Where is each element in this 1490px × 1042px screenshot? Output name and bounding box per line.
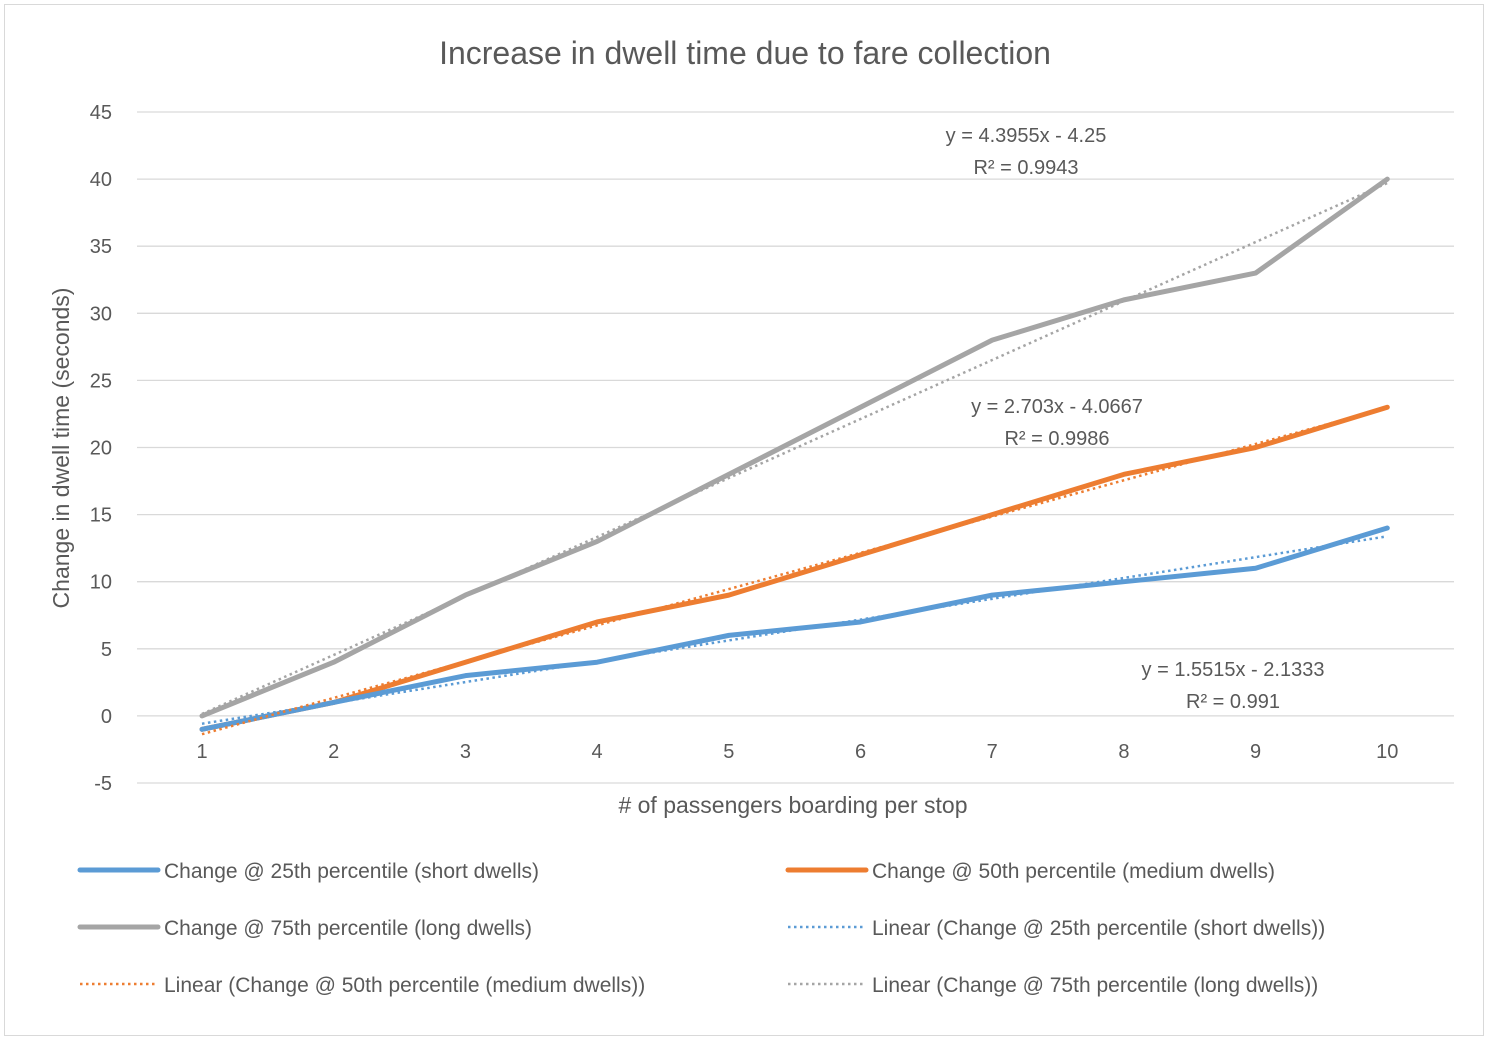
r-squared-50th: R² = 0.9986 bbox=[1004, 428, 1109, 450]
chart-title: Increase in dwell time due to fare colle… bbox=[439, 35, 1051, 71]
x-tick-label: 5 bbox=[723, 741, 734, 763]
x-tick-label: 1 bbox=[196, 741, 207, 763]
y-axis-title: Change in dwell time (seconds) bbox=[48, 288, 74, 609]
x-tick-label: 3 bbox=[460, 741, 471, 763]
x-tick-label: 10 bbox=[1376, 741, 1398, 763]
y-tick-label: 40 bbox=[90, 169, 112, 191]
series-line-75th bbox=[199, 176, 1390, 719]
trendline-75th bbox=[201, 181, 1388, 716]
y-tick-label: 10 bbox=[90, 572, 112, 594]
legend-label: Change @ 75th percentile (long dwells) bbox=[164, 917, 532, 940]
y-tick-label: 15 bbox=[90, 505, 112, 527]
x-tick-label: 9 bbox=[1250, 741, 1261, 763]
legend-label: Linear (Change @ 25th percentile (short … bbox=[872, 917, 1325, 940]
y-tick-label: 35 bbox=[90, 236, 112, 258]
chart-frame bbox=[4, 4, 1484, 1036]
y-tick-label: 45 bbox=[90, 102, 112, 124]
equation-75th: y = 4.3955x - 4.25 bbox=[946, 125, 1107, 147]
x-axis-ticks: 1 2 3 4 5 6 7 8 9 10 bbox=[196, 741, 1398, 763]
y-axis-ticks: -5 0 5 10 15 20 25 30 35 40 45 bbox=[90, 102, 112, 795]
y-tick-label: -5 bbox=[94, 773, 112, 795]
y-tick-label: 0 bbox=[101, 706, 112, 728]
trendline-equations: y = 4.3955x - 4.25 R² = 0.9943 y = 2.703… bbox=[946, 125, 1325, 713]
x-axis-title: # of passengers boarding per stop bbox=[618, 792, 967, 818]
x-tick-label: 7 bbox=[987, 741, 998, 763]
y-tick-label: 20 bbox=[90, 438, 112, 460]
trendline-50th bbox=[201, 406, 1388, 736]
y-tick-label: 30 bbox=[90, 303, 112, 325]
legend-label: Linear (Change @ 75th percentile (long d… bbox=[872, 974, 1318, 997]
trendline-25th bbox=[201, 535, 1388, 725]
data-series bbox=[199, 176, 1390, 732]
series-line-50th bbox=[199, 404, 1390, 732]
gridlines bbox=[137, 111, 1454, 784]
r-squared-25th: R² = 0.991 bbox=[1186, 691, 1280, 713]
r-squared-75th: R² = 0.9943 bbox=[973, 157, 1078, 179]
x-tick-label: 2 bbox=[328, 741, 339, 763]
x-tick-label: 8 bbox=[1118, 741, 1129, 763]
legend: Change @ 25th percentile (short dwells) C… bbox=[77, 860, 1325, 997]
equation-50th: y = 2.703x - 4.0667 bbox=[971, 396, 1143, 418]
x-tick-label: 6 bbox=[855, 741, 866, 763]
series-line-25th bbox=[199, 525, 1390, 732]
y-tick-label: 25 bbox=[90, 370, 112, 392]
legend-label: Change @ 25th percentile (short dwells) bbox=[164, 860, 539, 883]
y-tick-label: 5 bbox=[101, 639, 112, 661]
trendlines bbox=[201, 181, 1388, 736]
legend-label: Change @ 50th percentile (medium dwells) bbox=[872, 860, 1275, 883]
x-tick-label: 4 bbox=[592, 741, 603, 763]
legend-label: Linear (Change @ 50th percentile (medium… bbox=[164, 974, 645, 997]
equation-25th: y = 1.5515x - 2.1333 bbox=[1142, 659, 1325, 681]
